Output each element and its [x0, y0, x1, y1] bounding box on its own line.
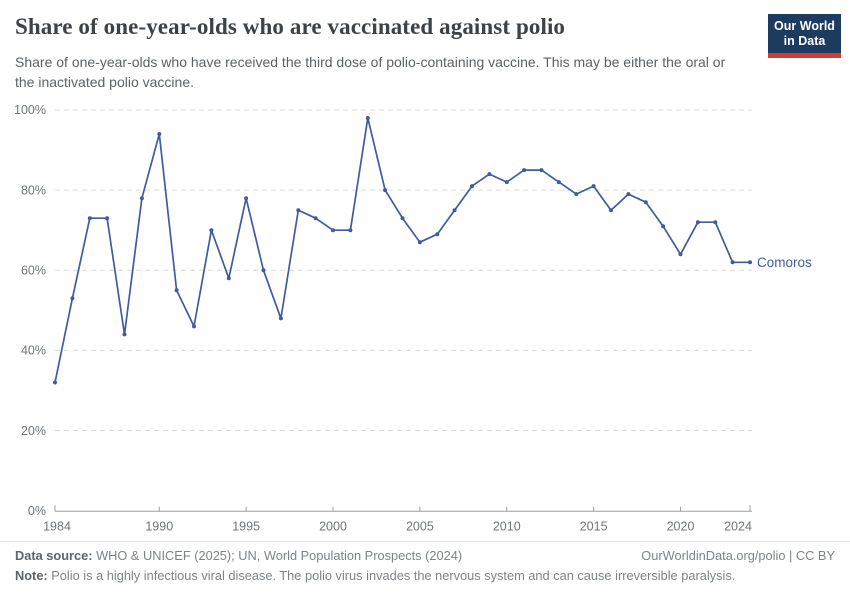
data-point[interactable] — [70, 296, 75, 301]
data-point[interactable] — [713, 220, 718, 225]
data-point[interactable] — [435, 232, 440, 237]
note-line: Note: Polio is a highly infectious viral… — [15, 568, 805, 583]
data-point[interactable] — [139, 196, 144, 201]
y-axis-tick-label: 100% — [14, 103, 46, 117]
data-point[interactable] — [313, 216, 318, 221]
data-point[interactable] — [278, 316, 283, 321]
data-source-label: Data source: — [15, 548, 93, 563]
data-point[interactable] — [383, 188, 388, 193]
y-axis-tick-label: 0% — [28, 504, 46, 518]
data-point[interactable] — [504, 180, 509, 185]
data-point[interactable] — [53, 380, 57, 385]
data-point[interactable] — [417, 240, 422, 245]
data-point[interactable] — [539, 168, 544, 173]
data-point[interactable] — [122, 332, 127, 337]
data-point[interactable] — [591, 184, 596, 189]
x-axis-tick-label: 2015 — [580, 520, 608, 534]
data-point[interactable] — [574, 192, 579, 197]
y-axis-tick-label: 60% — [21, 263, 46, 277]
x-axis-tick-label: 2024 — [724, 520, 752, 534]
data-point[interactable] — [331, 228, 335, 233]
y-axis-tick-label: 20% — [21, 424, 46, 438]
y-axis-tick-label: 40% — [21, 344, 46, 358]
data-point[interactable] — [470, 184, 474, 189]
data-point[interactable] — [748, 260, 752, 265]
x-axis-tick-label: 2000 — [319, 520, 347, 534]
data-point[interactable] — [487, 172, 492, 177]
data-point[interactable] — [192, 324, 196, 329]
owid-url-link[interactable]: OurWorldinData.org/polio | CC BY — [641, 548, 835, 563]
note-label: Note: — [15, 568, 48, 583]
x-axis-tick-label: 1990 — [145, 520, 173, 534]
data-point[interactable] — [261, 268, 266, 273]
data-point[interactable] — [348, 228, 353, 233]
data-point[interactable] — [609, 208, 613, 213]
data-point[interactable] — [643, 200, 648, 205]
note-text: Polio is a highly infectious viral disea… — [47, 568, 736, 583]
data-point[interactable] — [678, 252, 683, 257]
series-label-comoros[interactable]: Comoros — [757, 255, 812, 270]
data-point[interactable] — [244, 196, 249, 201]
data-point[interactable] — [365, 116, 370, 120]
data-point[interactable] — [226, 276, 231, 281]
data-source-text: WHO & UNICEF (2025); UN, World Populatio… — [92, 548, 463, 563]
owid-logo-line2: in Data — [783, 33, 826, 48]
x-axis-tick-label: 2010 — [493, 520, 521, 534]
owid-logo-line1: Our World — [774, 19, 835, 33]
data-source-line: Data source: WHO & UNICEF (2025); UN, Wo… — [15, 548, 635, 563]
data-point[interactable] — [105, 216, 110, 221]
footer-divider — [0, 541, 850, 542]
data-point[interactable] — [174, 288, 179, 293]
data-point[interactable] — [556, 180, 561, 185]
x-axis-tick-label: 2005 — [406, 520, 434, 534]
page-title: Share of one-year-olds who are vaccinate… — [15, 14, 566, 39]
data-point[interactable] — [522, 168, 527, 173]
data-point[interactable] — [400, 216, 405, 221]
x-axis-tick-label: 2020 — [667, 520, 695, 534]
data-point[interactable] — [626, 192, 631, 197]
data-point[interactable] — [661, 224, 666, 229]
owid-logo[interactable]: Our World in Data — [768, 14, 841, 58]
chart-subtitle: Share of one-year-olds who have received… — [15, 54, 726, 91]
data-point[interactable] — [296, 208, 301, 213]
x-axis-tick-label: 1995 — [232, 520, 260, 534]
data-point[interactable] — [730, 260, 735, 265]
x-axis-tick-label: 1984 — [43, 520, 71, 534]
data-point[interactable] — [87, 216, 92, 221]
y-axis-tick-label: 80% — [21, 183, 46, 197]
data-point[interactable] — [157, 132, 162, 136]
data-point[interactable] — [209, 228, 214, 233]
data-point[interactable] — [452, 208, 457, 213]
data-point[interactable] — [695, 220, 700, 225]
chart-line-comoros[interactable] — [54, 117, 751, 384]
